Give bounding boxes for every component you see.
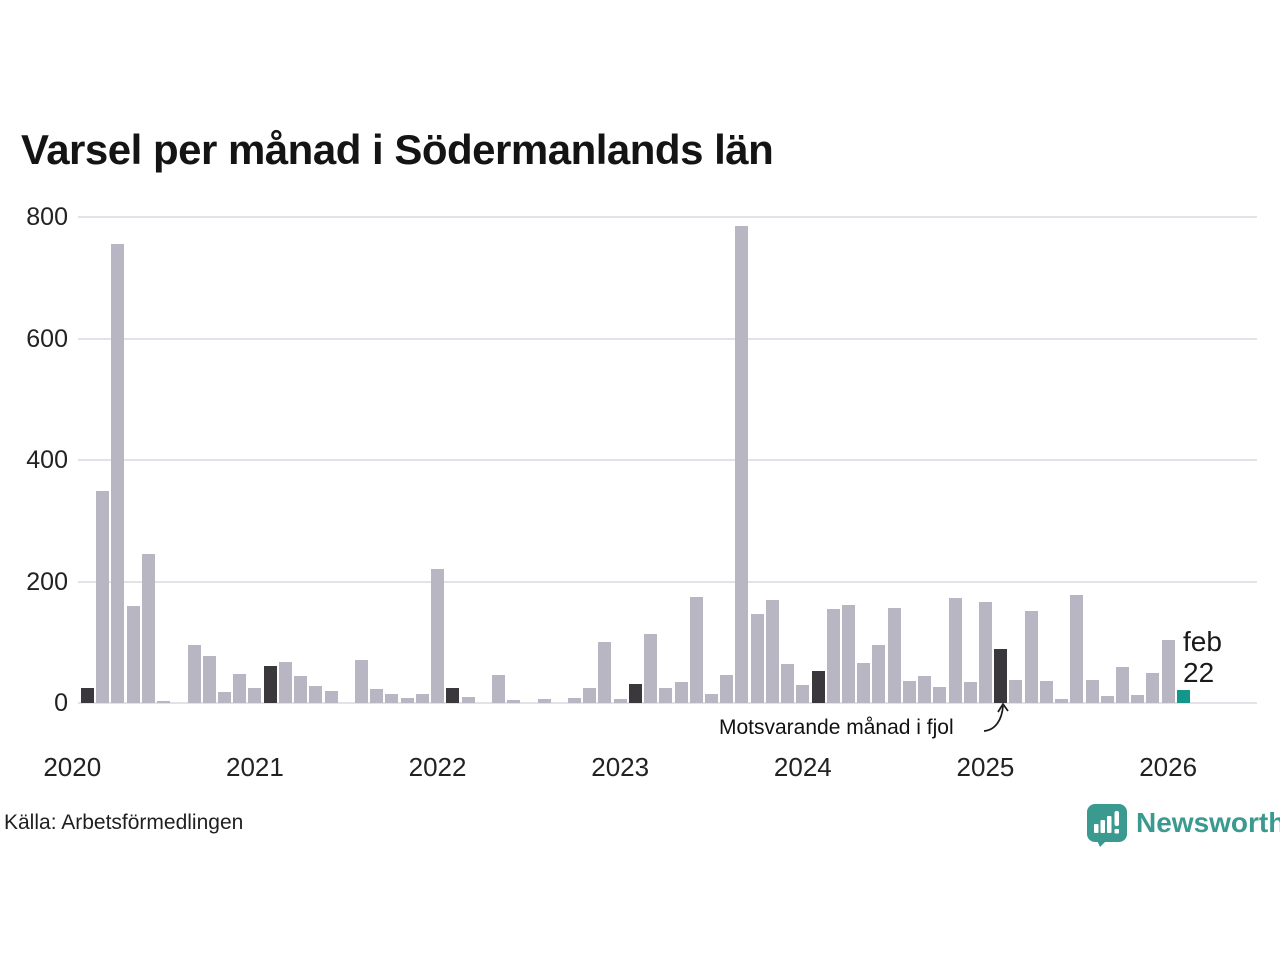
chart-title: Varsel per månad i Södermanlands län: [21, 126, 774, 173]
bar-month: [461, 697, 475, 703]
bar-comparison-month: [994, 649, 1008, 703]
bar-month: [1161, 640, 1175, 703]
bar-month: [400, 698, 414, 703]
newsworthy-logo-text: Newsworthy: [1136, 807, 1280, 838]
bar-month: [872, 645, 886, 703]
bar-comparison-month: [81, 688, 94, 703]
newsworthy-logo-icon: [1087, 804, 1127, 847]
bar-month: [842, 605, 855, 703]
bar-month: [583, 688, 597, 703]
bar-month: [141, 554, 155, 703]
bar-month: [796, 685, 810, 703]
bar-month: [370, 689, 384, 703]
bar-month: [111, 244, 125, 703]
bar-month: [491, 675, 505, 703]
bar-month: [659, 688, 673, 703]
bar-comparison-month: [628, 684, 642, 703]
bar-month: [857, 663, 871, 703]
annotation-arrow-icon: [983, 702, 1009, 732]
x-tick-label-2025: 2025: [956, 752, 1015, 782]
bar-month: [826, 609, 840, 703]
bar-month: [217, 692, 231, 703]
bar-month: [248, 688, 262, 703]
bar-month: [887, 608, 901, 703]
x-tick-label-2022: 2022: [408, 752, 467, 782]
bar-month: [781, 664, 795, 703]
bar-month: [187, 645, 201, 703]
bar-month: [1039, 681, 1053, 703]
x-tick-label-2024: 2024: [773, 752, 832, 782]
x-tick-label-2023: 2023: [591, 752, 650, 782]
y-tick-label: 800: [26, 203, 68, 231]
comparison-annotation: Motsvarande månad i fjol: [719, 716, 954, 739]
bar-month: [278, 662, 292, 703]
gridline-800: [78, 216, 1257, 218]
x-tick-label-2020: 2020: [43, 752, 102, 782]
x-tick-label-2021: 2021: [225, 752, 284, 782]
bar-month: [309, 686, 323, 703]
gridline-600: [78, 337, 1257, 340]
bar-month: [1070, 595, 1084, 703]
bar-month: [613, 699, 627, 703]
bar-month: [1024, 611, 1038, 703]
bar-month: [568, 698, 582, 703]
bar-month: [202, 656, 216, 703]
bar-month: [1009, 680, 1023, 703]
bar-month: [963, 682, 977, 703]
bar-month: [705, 694, 719, 703]
bar-month: [1085, 680, 1099, 703]
bar-month: [750, 614, 764, 703]
bar-month: [233, 674, 247, 703]
y-tick-label: 400: [26, 446, 68, 474]
y-tick-label: 200: [26, 567, 68, 596]
bar-month: [1115, 667, 1129, 703]
bar-month: [415, 694, 429, 703]
bar-month: [1100, 696, 1114, 703]
bar-month: [720, 675, 734, 703]
bar-month: [1055, 699, 1069, 703]
bar-month: [507, 700, 521, 703]
bar-month: [537, 699, 551, 703]
bar-month: [385, 694, 399, 703]
bar-month: [354, 660, 368, 703]
bar-comparison-month: [446, 688, 460, 703]
bar-month: [978, 602, 992, 703]
bar-month: [157, 701, 171, 703]
bar-month: [126, 606, 140, 703]
newsworthy-logo: Newsworthy: [1087, 804, 1280, 848]
bar-current-month: [1176, 690, 1190, 703]
bar-month: [765, 600, 779, 703]
current-month-label: feb 22: [1183, 626, 1222, 688]
plot-area: [78, 216, 1257, 704]
bar-month: [735, 226, 749, 703]
gridline-200: [78, 580, 1257, 583]
bar-month: [431, 569, 445, 703]
bar-month: [96, 491, 110, 703]
bar-month: [948, 598, 962, 703]
bar-month: [674, 682, 688, 703]
y-tick-label: 600: [26, 324, 68, 353]
bar-month: [294, 676, 308, 703]
current-month-name: feb: [1183, 626, 1222, 657]
bar-month: [689, 597, 703, 703]
gridline-0: [78, 702, 1257, 704]
bar-comparison-month: [263, 666, 277, 703]
current-month-value: 22: [1183, 657, 1215, 688]
bar-month: [598, 642, 612, 703]
bar-month: [902, 681, 916, 703]
bar-month: [933, 687, 947, 703]
bar-month: [1146, 673, 1160, 703]
source-note: Källa: Arbetsförmedlingen: [4, 811, 244, 834]
x-tick-label-2026: 2026: [1139, 752, 1198, 782]
bar-comparison-month: [811, 671, 825, 703]
y-tick-label: 0: [54, 689, 68, 717]
bar-month: [918, 676, 932, 703]
bar-month: [324, 691, 338, 703]
gridline-400: [78, 459, 1257, 461]
bar-month: [1131, 695, 1145, 703]
bar-month: [644, 634, 658, 703]
